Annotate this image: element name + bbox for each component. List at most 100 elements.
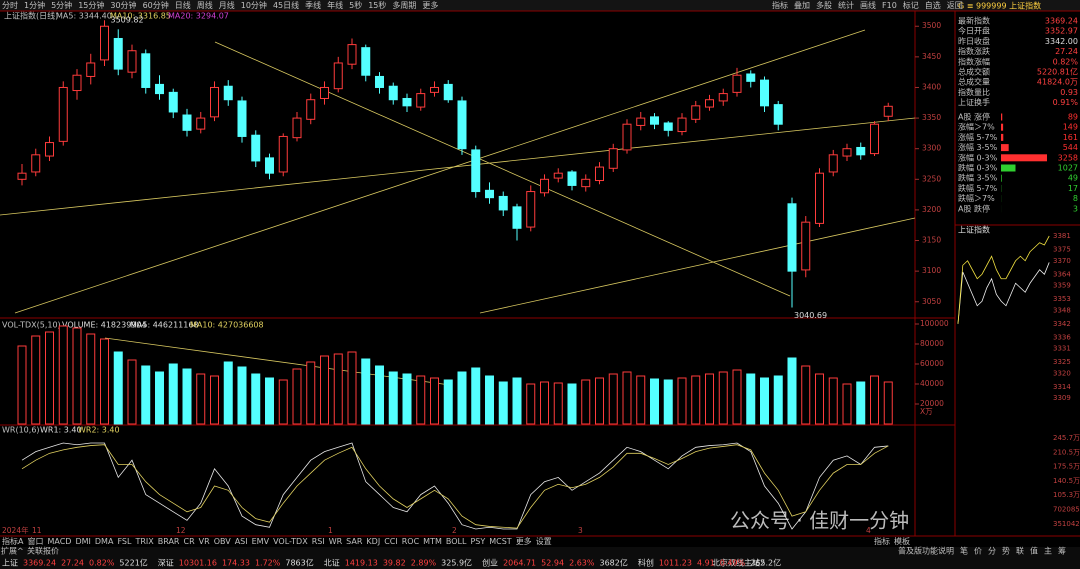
panel-tab[interactable]: 分 (988, 547, 996, 556)
indicator-tab[interactable]: FSL (117, 537, 132, 546)
panel-tab[interactable]: 笔 (960, 546, 968, 556)
period-tab[interactable]: 季线 (305, 0, 321, 10)
indicator-tab[interactable]: MACD (47, 537, 71, 546)
indicator-tab[interactable]: ASI (235, 537, 248, 546)
indicator-tab[interactable]: SAR (346, 537, 363, 546)
tool-tab[interactable]: 画线 (860, 0, 876, 10)
period-tab[interactable]: 周线 (197, 0, 213, 10)
indicator-tab[interactable]: 设置 (536, 536, 552, 546)
sub-tab[interactable]: 关联报价 (27, 546, 59, 556)
tool-tab[interactable]: 多股 (816, 0, 832, 10)
indicator-tab[interactable]: RSI (312, 537, 325, 546)
breadth-label: A股 涨停 (958, 112, 990, 122)
candle-body (443, 83, 453, 101)
tool-tab[interactable]: 标记 (903, 0, 919, 10)
indicator-right-tab[interactable]: 指标 (874, 536, 890, 546)
period-tab[interactable]: 1分钟 (24, 0, 45, 10)
breadth-count: 8 (1073, 194, 1078, 203)
indicator-tab[interactable]: 指标A (2, 536, 24, 546)
y-tick-label: 3370 (1053, 257, 1071, 265)
volume-bar (526, 383, 536, 425)
period-tab[interactable]: 60分钟 (143, 0, 169, 10)
sub-tab[interactable]: 扩展^ (1, 546, 24, 556)
indicator-tab[interactable]: 窗口 (27, 536, 43, 546)
trend-line (214, 41, 791, 297)
panel-tab[interactable]: 联 (1016, 547, 1024, 556)
volume-bar (196, 373, 206, 425)
period-tab[interactable]: 5秒 (349, 0, 362, 10)
candle-body (526, 191, 536, 228)
indicator-tab[interactable]: OBV (214, 537, 232, 546)
period-tab[interactable]: 30分钟 (110, 0, 136, 10)
period-tab[interactable]: 更多 (422, 0, 438, 10)
volume-bar (705, 373, 714, 425)
panel-tab[interactable]: 势 (1002, 546, 1010, 556)
indicator-tab[interactable]: DMI (75, 537, 90, 546)
period-tab[interactable]: 分时 (2, 0, 18, 10)
candle-body (773, 104, 783, 125)
panel-tab[interactable]: 普及版功能说明 (898, 546, 954, 556)
period-tab[interactable]: 15分钟 (78, 0, 104, 10)
indicator-tab[interactable]: CR (184, 537, 196, 546)
ticker-item: 创业 (482, 558, 498, 568)
y-tick-label: 100000 (920, 319, 949, 328)
tool-tab[interactable]: 指标 (772, 0, 788, 10)
indicator-tab[interactable]: KDJ (366, 537, 380, 546)
indicator-tab[interactable]: PSY (470, 537, 485, 546)
indicator-tab[interactable]: 更多 (516, 536, 532, 546)
date-labels: 2024年 11 12 1 2 3 4 (2, 525, 871, 535)
tool-tab[interactable]: 统计 (838, 0, 854, 10)
indicator-tab[interactable]: WR (329, 537, 343, 546)
period-tab[interactable]: 多周期 (392, 0, 416, 10)
indicator-tab[interactable]: VOL-TDX (273, 537, 308, 546)
tool-tab[interactable]: 返回 (947, 1, 963, 10)
ticker-item: 3369.24 (23, 559, 56, 568)
panel-tab[interactable]: 值 (1030, 546, 1038, 556)
volume-bar (320, 355, 329, 425)
panel-tab[interactable]: 筹 (1058, 546, 1066, 556)
indicator-tab[interactable]: TRIX (134, 537, 154, 546)
ma20-label: MA20: 3294.07 (168, 12, 229, 21)
indicator-tab[interactable]: BOLL (446, 537, 467, 546)
volume-bar (443, 379, 453, 425)
indicator-tab[interactable]: BRAR (158, 537, 180, 546)
panel-tab[interactable]: 价 (974, 547, 982, 556)
period-tab[interactable]: 5分钟 (51, 0, 72, 10)
tool-tab[interactable]: 叠加 (794, 0, 810, 10)
candle-body (870, 123, 879, 155)
quote-label: 昨日收盘 (958, 36, 990, 46)
volume-bar (815, 373, 824, 425)
breadth-label: 跌幅＞7% (958, 193, 995, 203)
tool-tab[interactable]: F10 (882, 1, 897, 10)
period-tab[interactable]: 日线 (175, 0, 191, 10)
period-tab[interactable]: 月线 (219, 0, 235, 10)
volume-bar (553, 382, 563, 425)
period-tab[interactable]: 10分钟 (241, 0, 267, 10)
tool-tab[interactable]: 自选 (925, 0, 941, 10)
quote-value: 3369.24 (1045, 17, 1078, 26)
period-tab[interactable]: 年线 (327, 0, 343, 10)
indicator-tab[interactable]: EMV (252, 537, 270, 546)
period-tab[interactable]: 15秒 (368, 0, 386, 10)
indicator-tab[interactable]: MCST (489, 537, 512, 546)
indicator-tab[interactable]: DMA (95, 537, 114, 546)
candle-body (320, 86, 329, 99)
volume-bar (306, 361, 316, 425)
y-tick-label: 3325 (1053, 358, 1071, 366)
wr1-label: WR1: 3.40 (40, 426, 82, 435)
indicator-right-tab[interactable]: 模板 (894, 536, 910, 546)
quote-label: 上证换手 (958, 97, 990, 107)
date-label: 12 (176, 526, 186, 535)
ticker-item: 4.91 (697, 559, 715, 568)
indicator-tab[interactable]: ROC (402, 537, 420, 546)
breadth-count: 544 (1063, 143, 1078, 152)
y-tick-label: 3350 (922, 113, 941, 122)
panel-tab[interactable]: 主 (1044, 546, 1052, 556)
volume-bar (581, 379, 591, 425)
indicator-tab[interactable]: VR (199, 537, 210, 546)
indicator-tab[interactable]: MTM (423, 537, 442, 546)
period-tab[interactable]: 45日线 (273, 0, 299, 10)
y-tick-label: 3450 (922, 52, 941, 61)
volume-bar (773, 375, 783, 425)
indicator-tab[interactable]: CCI (384, 537, 398, 546)
